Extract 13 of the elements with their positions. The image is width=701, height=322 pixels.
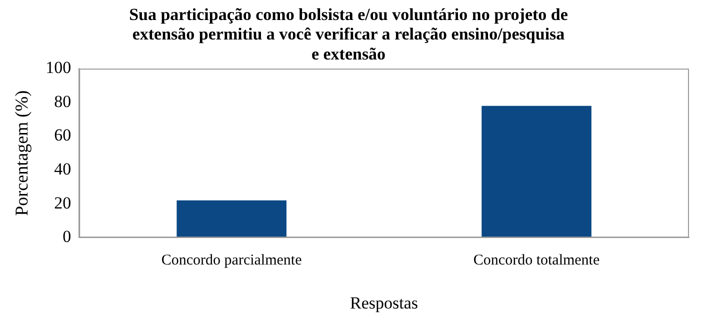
text: extensão permitiu a você verificar a relação ensino/pesquisa — [132, 24, 565, 44]
y-axis-title: Porcentagem (%) — [12, 90, 32, 216]
x-tick-label: Concordo parcialmente — [161, 252, 302, 269]
y-tick-label: 40 — [54, 159, 72, 178]
x-tick-label: Concordo totalmente — [473, 252, 600, 269]
y-tick-label: 100 — [46, 58, 72, 78]
y-tick-label: 60 — [54, 126, 72, 145]
text: Sua participação como bolsista e/ou voluntário no projeto de — [129, 5, 568, 24]
y-tick-label: 0 — [62, 227, 72, 246]
y-tick-label: 80 — [54, 92, 72, 111]
x-axis-title: Respostas — [350, 293, 418, 312]
y-tick-label: 20 — [54, 193, 72, 212]
text: e extensão — [311, 44, 386, 64]
